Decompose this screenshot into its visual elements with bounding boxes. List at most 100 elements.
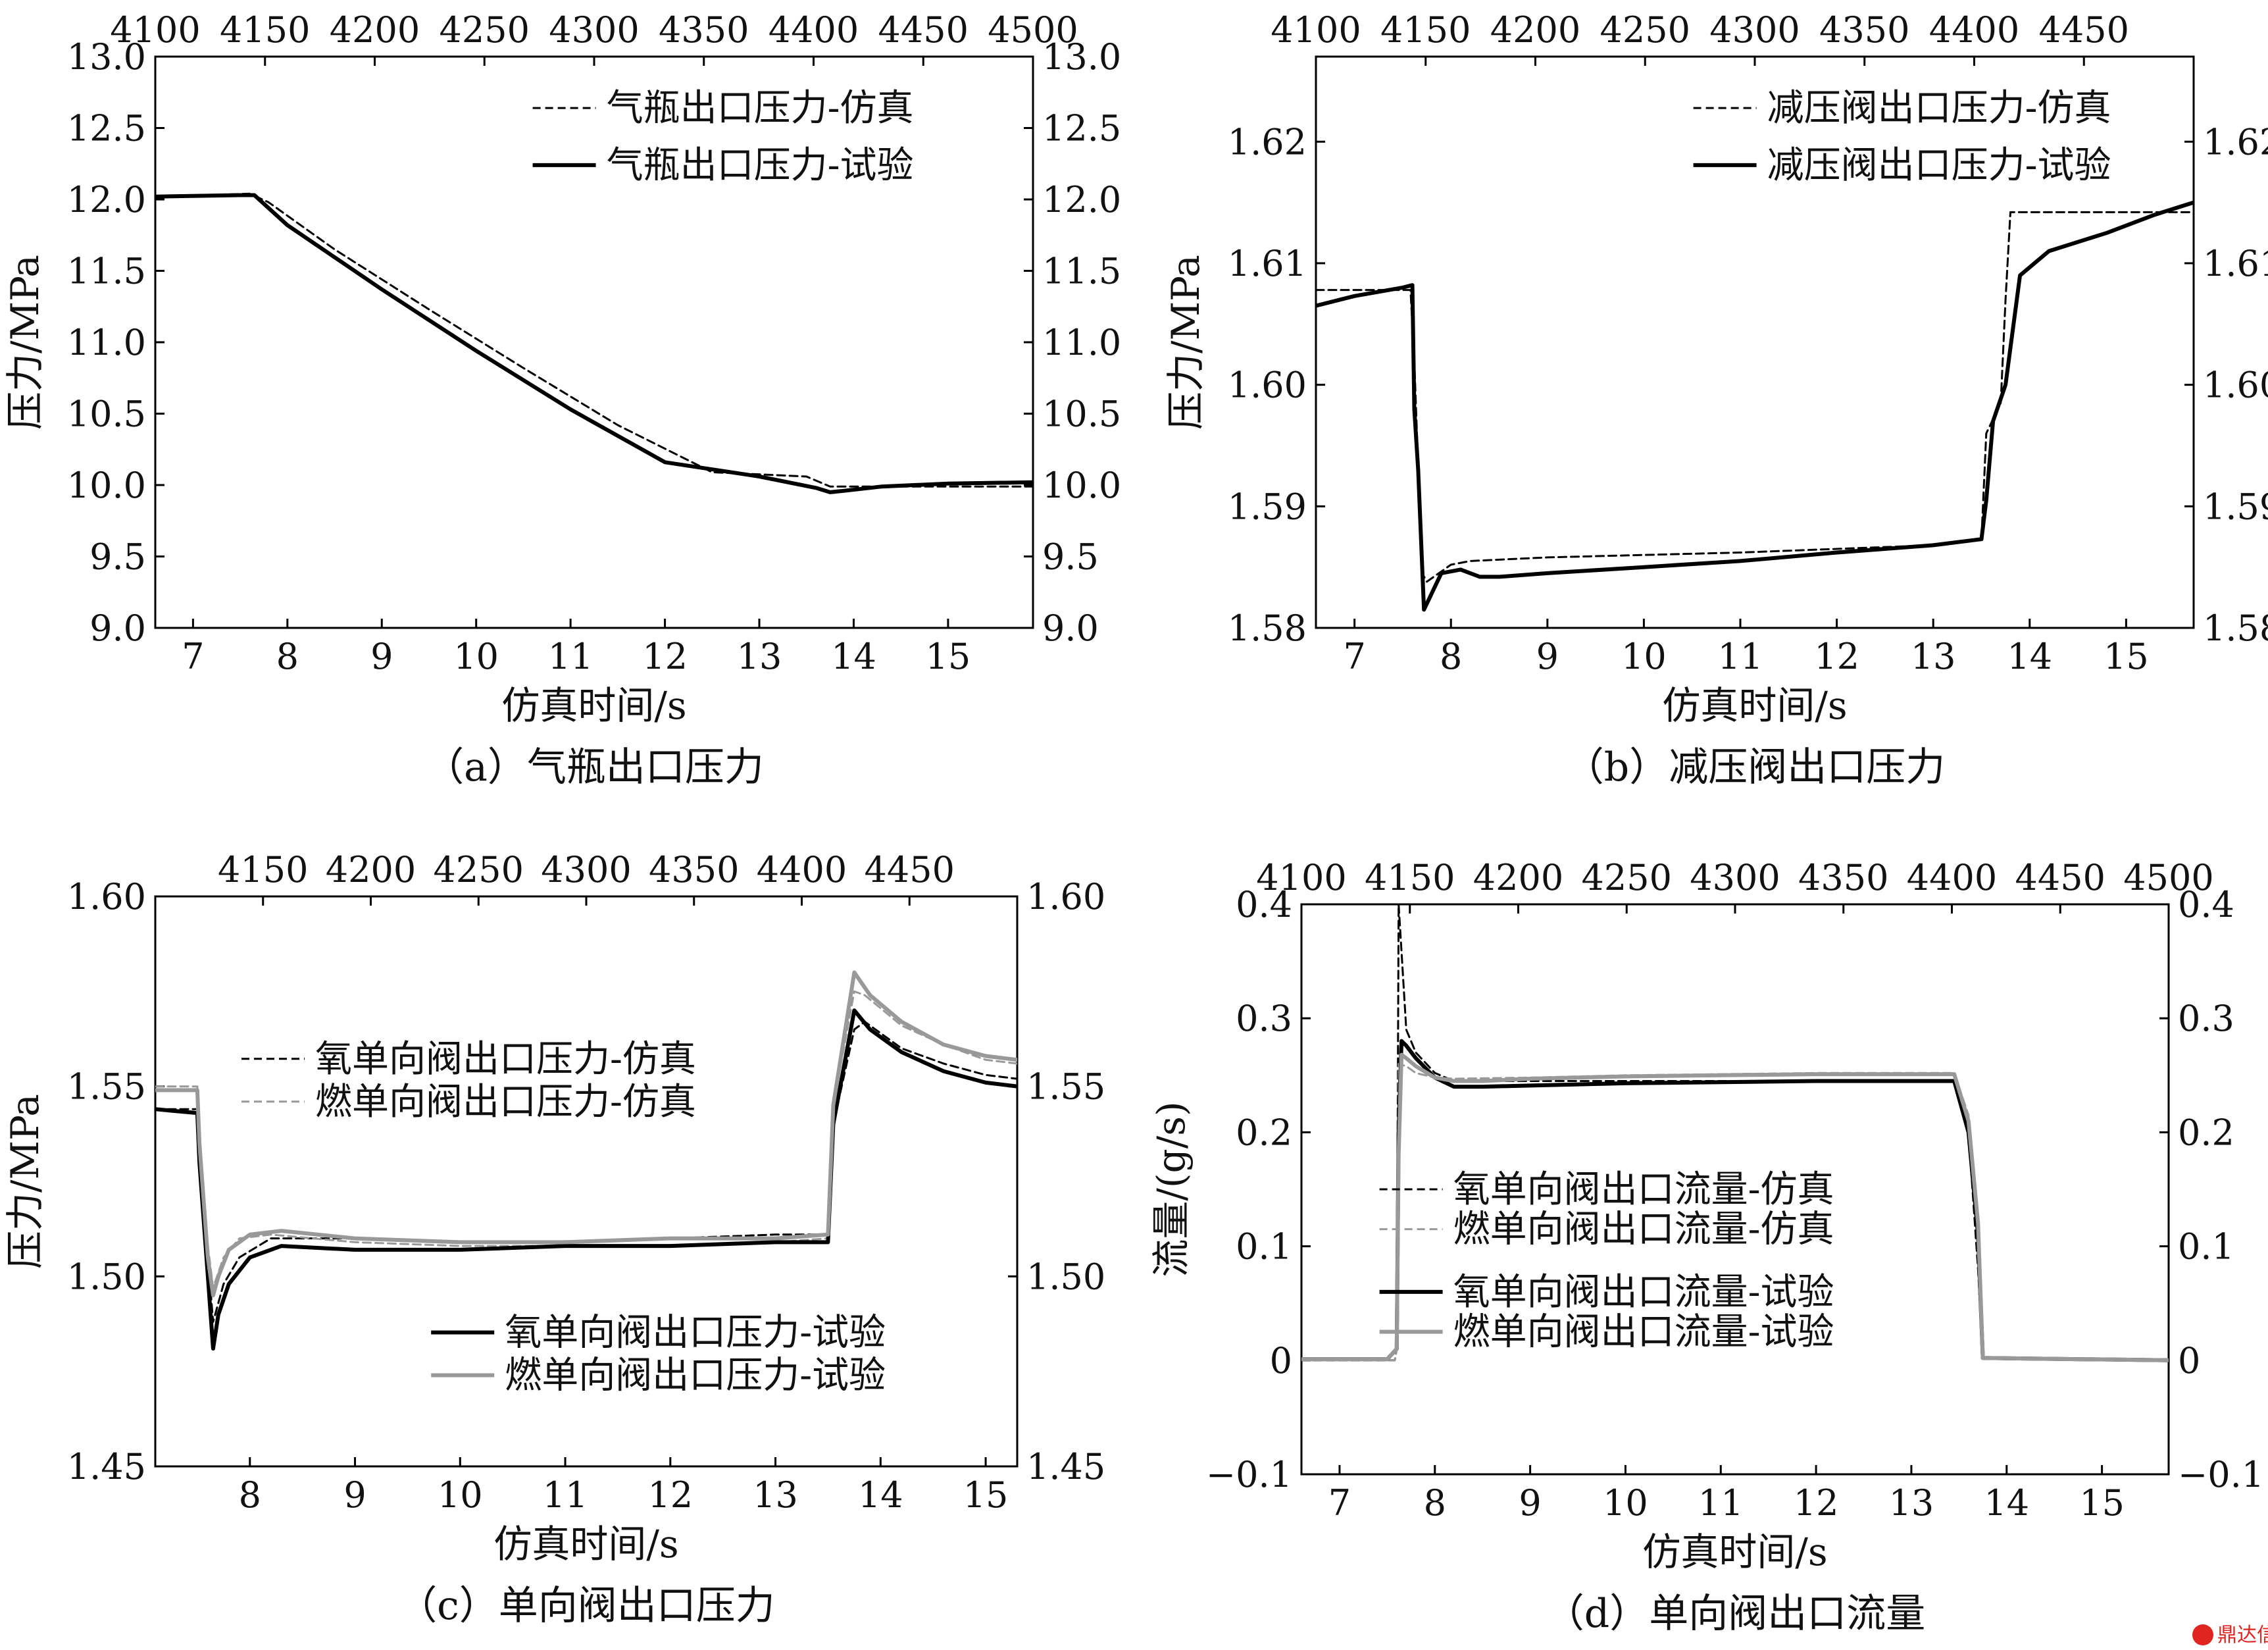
x-tick-label: 11 [1718,636,1763,677]
top-x-tick-label: 4150 [218,849,308,890]
right-y-tick-label: −0.1 [2178,1454,2264,1495]
right-y-tick-label: 11.5 [1042,251,1121,292]
y-tick-label: 1.55 [67,1066,146,1108]
right-y-tick-label: 0.4 [2178,884,2234,925]
x-tick-label: 8 [276,636,299,677]
right-y-tick-label: 13.0 [1042,36,1121,78]
y-tick-label: 10.0 [67,465,146,506]
top-x-tick-label: 4150 [220,9,310,51]
x-tick-label: 8 [239,1474,261,1516]
x-tick-label: 14 [2007,636,2052,677]
legend-label: 气瓶出口压力-试验 [607,144,914,187]
y-tick-label: 1.45 [67,1446,146,1487]
right-y-tick-label: 1.59 [2203,486,2268,527]
top-x-tick-label: 4100 [1256,857,1346,898]
y-tick-label: −0.1 [1206,1454,1292,1495]
series-line-2 [155,1008,1017,1351]
top-x-tick-label: 4300 [1709,9,1800,51]
right-y-tick-label: 11.0 [1042,322,1121,363]
right-y-tick-label: 1.58 [2203,607,2268,649]
x-tick-label: 13 [1911,636,1956,677]
right-y-tick-label: 9.5 [1042,536,1099,578]
chart-panel-d: 7 8 9 10 11 12 13 14 15 4100 4150 4200 4250 4300 4350 4… [1149,857,2264,1637]
x-tick-label: 8 [1424,1482,1446,1524]
top-x-tick-label: 4350 [1819,9,1909,51]
y-tick-label: 1.60 [67,876,146,917]
right-y-tick-label: 1.45 [1026,1446,1105,1487]
x-tick-label: 7 [1328,1482,1351,1524]
chart-panel-c: 8 9 10 11 12 13 14 15 4150 4200 4250 4300 4350 4400 44… [3,849,1105,1629]
x-tick-label: 12 [647,1474,693,1516]
x-tick-label: 12 [1814,636,1859,677]
y-tick-label: 9.0 [89,607,146,649]
top-x-tick-label: 4500 [988,9,1078,51]
x-tick-label: 9 [1519,1482,1541,1524]
y-tick-label: 0.4 [1236,884,1292,925]
x-axis-label: 仿真时间/s [493,1522,678,1566]
x-tick-label: 9 [370,636,393,677]
series-line-1 [1316,200,2194,612]
x-tick-label: 13 [753,1474,798,1516]
series-line-1 [155,193,1033,494]
y-tick-label: 0.3 [1236,998,1292,1039]
y-tick-label: 12.0 [67,179,146,220]
top-x-tick-label: 4350 [1798,857,1888,898]
top-x-tick-label: 4350 [649,849,739,890]
top-x-tick-label: 4250 [1600,9,1690,51]
x-tick-label: 14 [858,1474,903,1516]
x-tick-label: 12 [642,636,688,677]
top-x-tick-label: 4400 [769,9,859,51]
series-group [1301,904,2169,1362]
y-tick-label: 11.0 [67,322,146,363]
top-x-tick-label: 4450 [2015,857,2105,898]
y-tick-label: 0.2 [1236,1112,1292,1153]
legend-label: 氧单向阀出口压力-试验 [505,1311,886,1354]
x-tick-label: 12 [1794,1482,1839,1524]
y-axis-label: 流量/(g/s) [1149,1101,1194,1277]
top-x-tick-label: 4100 [110,9,200,51]
top-x-tick-label: 4200 [1490,9,1580,51]
legend-label: 减压阀出口压力-仿真 [1767,87,2111,130]
right-y-tick-label: 1.62 [2203,121,2268,163]
watermark-logo: 鼎达信 [2192,1624,2268,1647]
y-tick-label: 1.59 [1228,486,1307,527]
legend-label: 燃单向阀出口压力-仿真 [315,1081,696,1123]
series-group [155,970,1017,1351]
chart-caption: （d）单向阀出口流量 [1545,1591,1925,1637]
y-tick-label: 1.62 [1228,121,1307,163]
chart-caption: （c）单向阀出口压力 [397,1583,775,1629]
right-y-tick-label: 0 [2178,1340,2200,1381]
x-tick-label: 14 [831,636,876,677]
watermark-text: 鼎达信 [2217,1624,2268,1647]
legend-label: 氧单向阀出口压力-仿真 [315,1038,696,1081]
right-y-tick-label: 10.0 [1042,465,1121,506]
top-x-tick-label: 4150 [1380,9,1471,51]
y-tick-label: 1.61 [1228,243,1307,284]
series-line-0 [1316,211,2194,583]
top-x-tick-label: 4350 [659,9,749,51]
top-x-tick-label: 4250 [1582,857,1672,898]
x-axis-label: 仿真时间/s [501,683,686,728]
right-y-tick-label: 1.50 [1026,1256,1105,1297]
series-group [1316,200,2194,612]
right-y-tick-label: 12.0 [1042,179,1121,220]
y-tick-label: 11.5 [67,251,146,292]
x-tick-label: 10 [438,1474,483,1516]
y-tick-label: 9.5 [89,536,146,578]
right-y-tick-label: 1.61 [2203,243,2268,284]
x-tick-label: 9 [343,1474,366,1516]
chart-panel-a: 7 8 9 10 11 12 13 14 15 4100 4150 4200 4250 4300 4350 4… [3,9,1121,790]
right-y-tick-label: 0.2 [2178,1112,2234,1153]
plot-frame [154,55,1034,629]
chart-caption: （b）减压阀出口压力 [1565,744,1945,790]
top-x-tick-label: 4400 [757,849,847,890]
y-tick-label: 10.5 [67,394,146,435]
top-x-tick-label: 4400 [1907,857,1997,898]
series-line-0 [155,192,1033,488]
legend-label: 燃单向阀出口流量-试验 [1453,1311,1834,1354]
top-x-tick-label: 4200 [326,849,416,890]
top-x-tick-label: 4100 [1271,9,1361,51]
right-y-tick-label: 12.5 [1042,108,1121,149]
top-x-tick-label: 4200 [330,9,420,51]
